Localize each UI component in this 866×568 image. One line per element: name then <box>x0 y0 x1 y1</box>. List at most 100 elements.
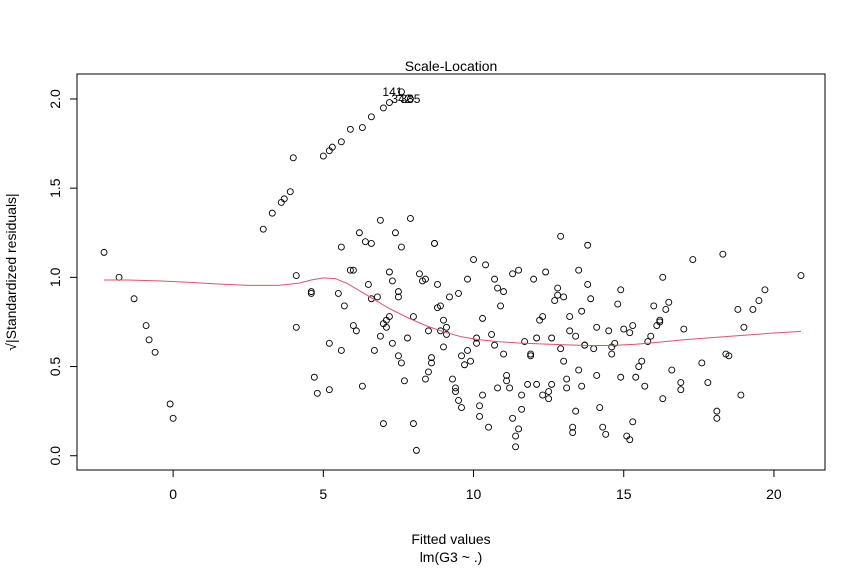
data-point <box>590 345 598 353</box>
data-point <box>560 357 568 365</box>
data-point <box>554 291 562 299</box>
data-point <box>307 288 315 296</box>
data-point <box>617 373 625 381</box>
data-point <box>560 293 568 301</box>
x-tick-label: 5 <box>319 486 327 502</box>
data-point <box>145 336 153 344</box>
data-point <box>494 384 502 392</box>
data-point <box>491 341 499 349</box>
data-point <box>611 339 619 347</box>
data-point <box>313 389 321 397</box>
y-tick-label: 0.0 <box>47 446 63 466</box>
data-point <box>431 240 438 247</box>
data-point <box>629 322 637 329</box>
data-point <box>461 361 468 369</box>
data-point <box>521 338 529 346</box>
data-point <box>647 332 655 340</box>
data-point <box>376 332 384 340</box>
point-label: 342 <box>391 92 411 106</box>
data-point <box>542 268 550 276</box>
data-point <box>689 256 697 263</box>
data-point <box>566 313 574 321</box>
y-axis-label: √|Standardized residuals| <box>3 193 19 350</box>
data-point <box>539 391 547 399</box>
data-point <box>446 293 453 301</box>
data-point <box>476 402 483 410</box>
data-point <box>512 443 520 451</box>
data-point <box>403 334 411 342</box>
data-point <box>379 420 387 428</box>
data-point <box>530 275 538 283</box>
data-point <box>319 152 327 160</box>
data-point <box>328 143 336 151</box>
data-point <box>428 359 435 367</box>
data-point <box>334 289 342 297</box>
data-point <box>325 386 333 394</box>
data-point <box>388 277 396 285</box>
data-point <box>797 272 805 280</box>
y-tick-label: 2.0 <box>47 89 63 109</box>
y-tick-label: 1.0 <box>47 267 63 287</box>
data-point <box>434 281 441 288</box>
data-point <box>425 368 432 376</box>
data-point <box>485 423 493 431</box>
data-point <box>596 404 604 412</box>
x-tick-label: 20 <box>766 486 782 502</box>
data-point <box>620 325 628 333</box>
data-point <box>587 295 595 303</box>
data-point <box>527 352 535 360</box>
data-point <box>638 357 646 365</box>
data-point <box>310 373 318 381</box>
data-point <box>737 391 745 399</box>
data-point <box>455 289 462 297</box>
data-point <box>539 313 547 321</box>
data-point <box>503 372 511 379</box>
data-point <box>626 436 634 444</box>
data-point <box>524 380 532 388</box>
data-point <box>289 154 297 162</box>
data-point <box>452 388 459 395</box>
data-point <box>680 325 688 333</box>
data-point <box>406 215 414 222</box>
data-point <box>557 345 565 353</box>
data-point <box>569 429 577 436</box>
data-point <box>569 423 577 431</box>
data-point <box>406 95 414 103</box>
data-point <box>719 250 727 258</box>
data-point <box>656 318 664 326</box>
data-point <box>608 350 616 358</box>
smooth-line <box>104 277 802 346</box>
data-point <box>409 313 417 321</box>
data-point <box>397 88 405 96</box>
data-point <box>355 229 363 237</box>
data-point <box>455 396 462 404</box>
data-point <box>557 232 565 240</box>
y-axis: 0.0 0.5 1.0 1.5 2.0 <box>47 89 78 466</box>
data-point <box>280 195 288 203</box>
data-point <box>656 316 664 324</box>
data-point <box>388 339 396 347</box>
data-point <box>370 347 378 354</box>
data-point <box>491 275 499 283</box>
data-point <box>458 404 465 412</box>
data-point <box>584 241 592 249</box>
data-point <box>394 288 402 296</box>
data-point <box>464 347 471 354</box>
data-point <box>602 430 610 438</box>
data-point <box>665 298 673 306</box>
data-point <box>449 375 456 383</box>
data-point <box>512 432 520 440</box>
data-point <box>292 272 300 280</box>
data-point <box>578 307 586 315</box>
x-axis: 0 5 10 15 20 <box>169 469 782 502</box>
data-point <box>364 281 372 288</box>
data-point <box>422 275 429 283</box>
data-point <box>593 372 601 379</box>
data-point <box>346 125 354 133</box>
data-point <box>458 352 465 360</box>
data-point <box>166 400 174 408</box>
data-point <box>337 347 345 354</box>
data-point <box>259 225 267 233</box>
data-point <box>464 275 471 283</box>
